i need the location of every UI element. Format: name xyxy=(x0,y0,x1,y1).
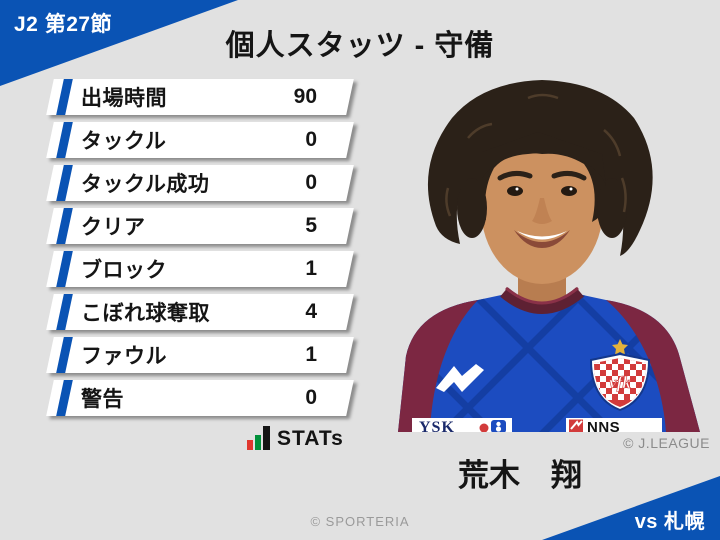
mizuno-logo xyxy=(436,364,484,392)
stat-row-accent-stripe xyxy=(56,122,73,158)
stat-label: こぼれ球奪取 xyxy=(81,302,210,325)
photo-credit: © J.LEAGUE xyxy=(623,435,710,451)
crest-text: vfk xyxy=(609,373,631,392)
opponent-ribbon-label: vs 札幌 xyxy=(634,511,705,533)
stat-row-accent-stripe xyxy=(56,251,73,287)
stat-row: ブロック 1 xyxy=(46,251,354,287)
crest-star xyxy=(612,339,628,355)
stat-row-accent-stripe xyxy=(56,79,73,115)
footer-credit: © SPORTERIA xyxy=(310,514,410,529)
bar-chart-icon xyxy=(247,426,270,450)
player-illustration: vfk YSK NNS xyxy=(398,80,700,436)
stat-label: 出場時間 xyxy=(81,87,167,110)
club-crest: vfk xyxy=(589,339,651,412)
stat-value: 0 xyxy=(305,386,317,409)
sponsor-ysk-text: YSK xyxy=(419,419,455,432)
stat-label: タックル成功 xyxy=(81,173,210,196)
stat-row: タックル成功 0 xyxy=(46,165,354,201)
stat-row: タックル 0 xyxy=(46,122,354,158)
stat-row: 出場時間 90 xyxy=(46,79,354,115)
stat-label: 警告 xyxy=(81,388,124,411)
stat-value: 4 xyxy=(305,300,317,323)
stat-row-accent-stripe xyxy=(56,294,73,330)
round-ribbon-label: J2 第27節 xyxy=(14,13,113,36)
stat-value: 1 xyxy=(305,257,317,280)
stat-value: 1 xyxy=(305,343,317,366)
stat-row-accent-stripe xyxy=(56,380,73,416)
stat-row-accent-stripe xyxy=(56,165,73,201)
stat-value: 0 xyxy=(305,128,317,151)
stat-label: ファウル xyxy=(81,345,167,368)
sponsor-patch-nns: NNS xyxy=(566,418,662,436)
stats-logo: STATs xyxy=(247,424,344,450)
stat-row: ファウル 1 xyxy=(46,337,354,373)
stats-logo-label: STATs xyxy=(277,427,344,450)
page-title: 個人スタッツ - 守備 xyxy=(225,30,495,62)
stat-value: 5 xyxy=(305,214,317,237)
stats-list: 出場時間 90 タックル 0 タックル成功 0 クリア 5 ブロック 1 こぼれ xyxy=(46,79,354,423)
player-photo: vfk YSK NNS xyxy=(378,58,720,436)
stat-row: クリア 5 xyxy=(46,208,354,244)
sponsor-nns-text: NNS xyxy=(587,419,620,432)
stat-row: 警告 0 xyxy=(46,380,354,416)
sponsor-patch-ysk: YSK xyxy=(412,418,512,436)
stat-row: こぼれ球奪取 4 xyxy=(46,294,354,330)
stat-label: タックル xyxy=(81,130,167,153)
stat-value: 0 xyxy=(305,171,317,194)
stat-value: 90 xyxy=(293,85,317,108)
hair-highlights xyxy=(445,93,627,217)
stat-label: クリア xyxy=(81,216,146,239)
player-name: 荒木 翔 xyxy=(458,458,582,493)
player-hair xyxy=(427,80,653,256)
stat-row-accent-stripe xyxy=(56,208,73,244)
stat-row-accent-stripe xyxy=(56,337,73,373)
stat-label: ブロック xyxy=(81,259,167,282)
